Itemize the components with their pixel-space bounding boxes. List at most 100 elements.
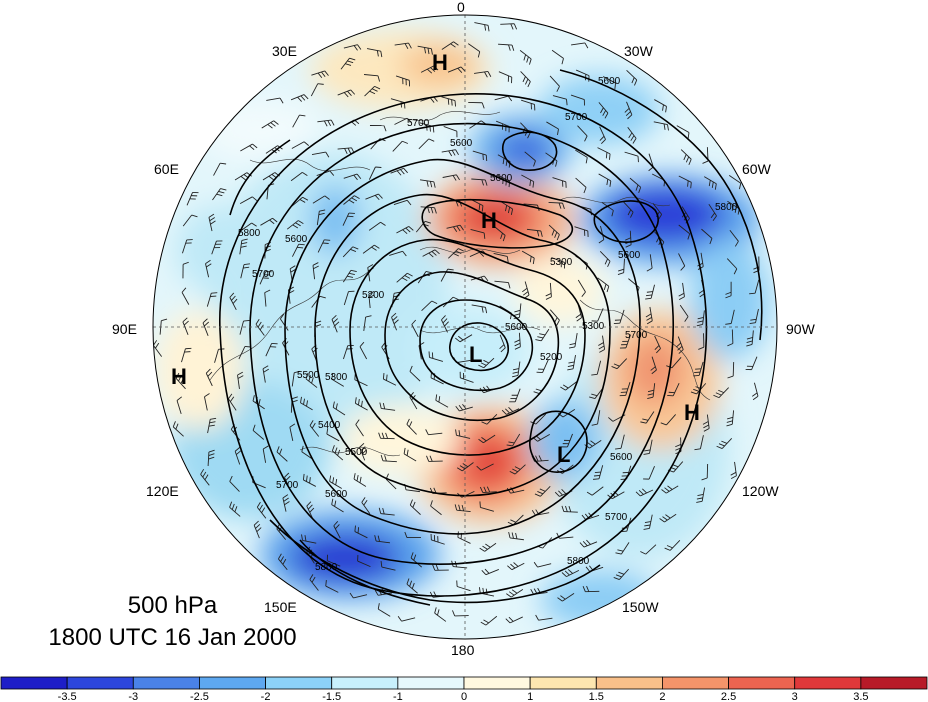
wind-barb-flag bbox=[711, 181, 714, 188]
wind-barb-flag bbox=[664, 487, 670, 492]
wind-barb-flag bbox=[708, 180, 711, 187]
wind-barb-flag bbox=[353, 473, 356, 480]
wind-barb-flag bbox=[644, 521, 651, 523]
wind-barb-flag bbox=[407, 272, 413, 277]
wind-barb bbox=[472, 150, 487, 156]
coastline bbox=[419, 326, 541, 334]
height-contour bbox=[219, 93, 708, 597]
wind-barb-flag bbox=[715, 392, 722, 396]
wind-barb bbox=[385, 478, 397, 490]
wind-barb bbox=[562, 409, 576, 418]
wind-barb bbox=[734, 461, 737, 476]
wind-barb-flag bbox=[512, 371, 519, 374]
wind-barb-flag bbox=[368, 290, 375, 295]
wind-barb bbox=[421, 300, 433, 311]
wind-barb bbox=[394, 117, 408, 125]
wind-barb-flag bbox=[675, 342, 682, 348]
colorbar-box bbox=[331, 676, 399, 690]
wind-barb-flag bbox=[533, 391, 540, 395]
wind-barb-flag bbox=[617, 272, 624, 275]
wind-barb-flag bbox=[481, 421, 488, 425]
colorbar: -3.5 -3 -2.5 -2 -1.5 -1 0 1 1.5 2 2.5 3 3.5 bbox=[0, 676, 928, 702]
wind-barb-flag bbox=[379, 402, 382, 409]
longitude-labels: 0 30W 60W 90W 120W 150W 180 150E 120E 90… bbox=[112, 0, 816, 658]
wind-barb-flag bbox=[331, 314, 337, 320]
wind-barb bbox=[471, 304, 486, 308]
wind-barb-flag bbox=[642, 418, 649, 421]
anomaly-blob bbox=[210, 150, 450, 450]
wind-barb-flag bbox=[205, 259, 211, 264]
wind-barb-flag bbox=[354, 525, 356, 532]
wind-barb-flag bbox=[513, 313, 520, 316]
wind-barb-flag bbox=[241, 238, 248, 241]
wind-barb-flag bbox=[483, 619, 489, 624]
height-contours bbox=[219, 69, 763, 606]
wind-barb bbox=[726, 258, 738, 270]
wind-barb bbox=[260, 217, 273, 226]
wind-barb-flag bbox=[628, 132, 633, 139]
wind-barb-flag bbox=[358, 399, 360, 406]
wind-barb-flag bbox=[532, 258, 535, 265]
wind-barb bbox=[654, 99, 667, 107]
wind-barb-flag bbox=[361, 497, 366, 503]
wind-barb bbox=[652, 203, 663, 215]
wind-barb bbox=[498, 43, 513, 46]
longitude-label-30e: 30E bbox=[272, 43, 297, 59]
wind-barb bbox=[240, 222, 252, 232]
wind-barb-flag bbox=[587, 442, 593, 447]
wind-barb bbox=[361, 502, 371, 514]
wind-barb bbox=[577, 303, 583, 318]
wind-barb bbox=[239, 320, 244, 335]
wind-barb bbox=[392, 140, 403, 152]
wind-barb bbox=[577, 125, 588, 137]
wind-barb bbox=[460, 377, 474, 383]
wind-barb-flag bbox=[391, 312, 397, 318]
wind-barb-flag bbox=[606, 179, 609, 186]
wind-barb-flag bbox=[361, 400, 363, 407]
wind-barb-flag bbox=[508, 441, 515, 444]
wind-barb-flag bbox=[348, 199, 355, 204]
wind-barb-flag bbox=[702, 160, 709, 164]
wind-barb-flag bbox=[228, 393, 233, 399]
wind-barb-flag bbox=[478, 587, 481, 594]
wind-barb-flag bbox=[427, 48, 430, 55]
wind-barb-flag bbox=[386, 374, 388, 381]
wind-barb-flag bbox=[298, 243, 305, 246]
longitude-label-120e: 120E bbox=[146, 483, 179, 499]
wind-barb-flag bbox=[638, 187, 642, 194]
wind-barb-flag bbox=[452, 296, 459, 301]
wind-barb-flag bbox=[479, 251, 485, 257]
wind-barb-flag bbox=[481, 570, 487, 576]
wind-barb-flag bbox=[413, 554, 417, 561]
colorbar-tick-label: -2.5 bbox=[190, 691, 209, 702]
longitude-label-90w: 90W bbox=[786, 321, 816, 337]
wind-barb-flag bbox=[430, 500, 433, 507]
wind-barb-flag bbox=[182, 317, 188, 323]
wind-barb-flag bbox=[430, 67, 436, 72]
wind-barb bbox=[228, 398, 237, 411]
wind-barb-flag bbox=[644, 449, 651, 452]
wind-barb-flag bbox=[538, 455, 542, 462]
wind-barb-flag bbox=[305, 373, 309, 380]
wind-barb bbox=[340, 57, 350, 70]
wind-barb bbox=[474, 22, 489, 26]
wind-barb bbox=[430, 505, 442, 516]
wind-barb bbox=[620, 542, 630, 555]
wind-barb-flag bbox=[726, 423, 733, 427]
wind-barb-flag bbox=[532, 181, 535, 188]
wind-barb-flag bbox=[282, 558, 287, 565]
wind-barb-flag bbox=[452, 175, 457, 181]
wind-barb-flag bbox=[353, 45, 358, 51]
wind-barb bbox=[666, 414, 676, 426]
wind-barb-flag bbox=[255, 318, 260, 325]
wind-barb bbox=[290, 172, 303, 182]
wind-barb-flag bbox=[251, 222, 257, 227]
wind-barb-flag bbox=[545, 292, 552, 297]
wind-barb-flag bbox=[483, 486, 487, 493]
wind-barb bbox=[326, 433, 340, 442]
wind-barb-flag bbox=[262, 365, 269, 370]
wind-barb-flag bbox=[661, 489, 667, 494]
wind-barb-flag bbox=[428, 138, 435, 142]
wind-barb-flag bbox=[369, 90, 376, 95]
wind-barb bbox=[428, 432, 443, 436]
